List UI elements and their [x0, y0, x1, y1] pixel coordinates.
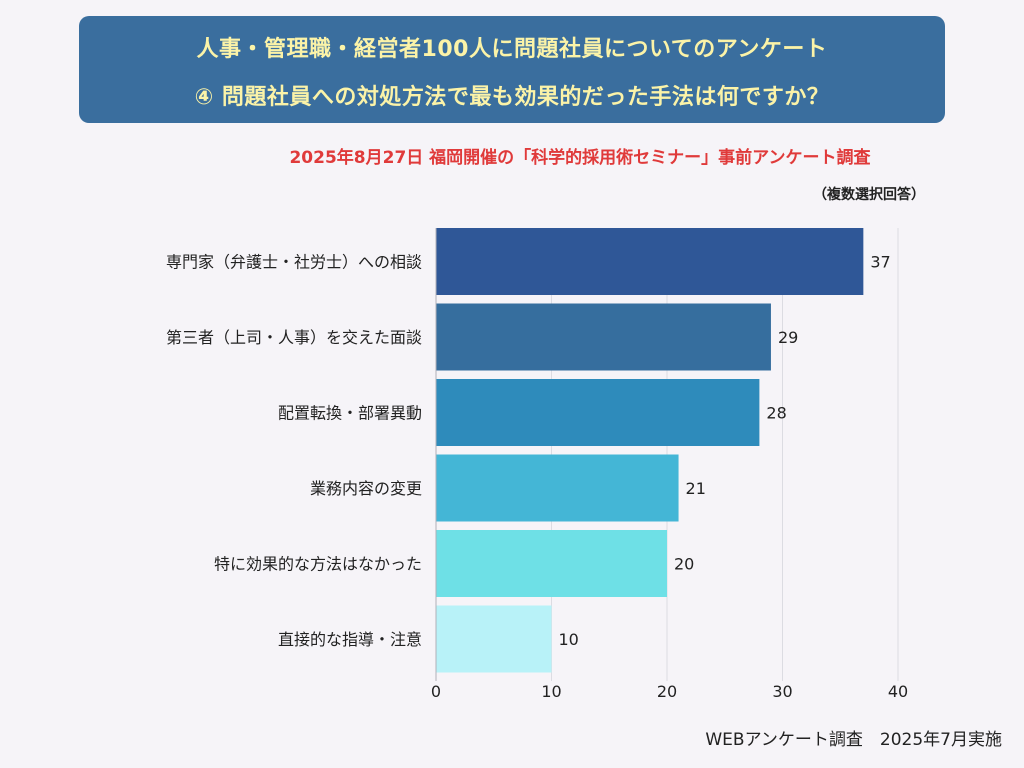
x-tick-label: 0	[431, 682, 441, 701]
survey-subtitle: 2025年8月27日 福岡開催の「科学的採用術セミナー」事前アンケート調査	[289, 148, 871, 168]
bar	[436, 303, 771, 371]
bar	[436, 605, 552, 673]
data-label: 29	[778, 328, 798, 347]
x-tick-label: 10	[541, 682, 561, 701]
title-banner: 人事・管理職・経営者100人に問題社員についてのアンケート ④ 問題社員への対処…	[79, 16, 945, 123]
multiple-choice-note: （複数選択回答）	[813, 187, 925, 203]
category-label: 業務内容の変更	[310, 479, 422, 498]
footer-source: WEBアンケート調査 2025年7月実施	[705, 730, 1002, 750]
data-label: 21	[686, 479, 706, 498]
bar	[436, 454, 679, 522]
title-line-1: 人事・管理職・経営者100人に問題社員についてのアンケート	[196, 37, 828, 62]
category-label: 特に効果的な方法はなかった	[214, 555, 422, 574]
x-tick-label: 40	[888, 682, 908, 701]
x-tick-label: 30	[772, 682, 792, 701]
category-label: 配置転換・部署異動	[278, 404, 422, 423]
bar	[436, 379, 760, 446]
category-label: 専門家（弁護士・社労士）への相談	[166, 253, 422, 272]
data-label: 20	[674, 555, 694, 574]
data-label: 10	[559, 630, 579, 649]
category-label: 第三者（上司・人事）を交えた面談	[166, 328, 422, 347]
title-line-2: ④ 問題社員への対処方法で最も効果的だった手法は何ですか？	[194, 85, 830, 110]
data-label: 28	[766, 404, 786, 423]
category-label: 直接的な指導・注意	[278, 630, 422, 649]
x-tick-label: 20	[657, 682, 677, 701]
bar	[436, 530, 667, 597]
data-label: 37	[870, 253, 890, 272]
bar	[436, 228, 864, 295]
